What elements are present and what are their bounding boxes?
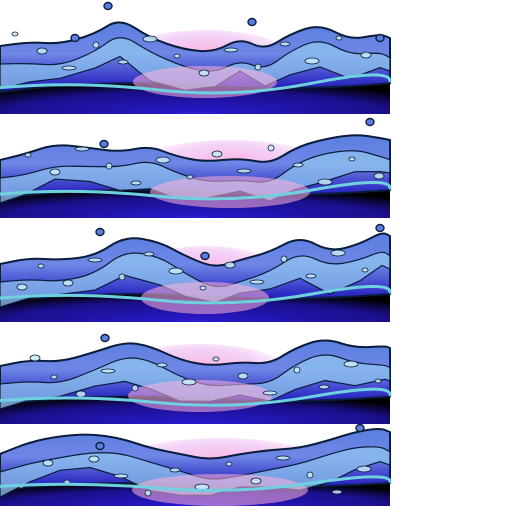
wave-frame-3-art	[0, 223, 392, 322]
foam-bubble	[212, 356, 220, 362]
foam-bubble	[16, 283, 28, 291]
foam-ribbon	[0, 181, 392, 201]
foam-bubble	[156, 362, 168, 368]
foam-bubble	[144, 489, 152, 497]
splash-droplet	[365, 117, 375, 127]
foam-bubble	[88, 455, 100, 463]
foam-bubble	[223, 47, 239, 53]
foam-bubble	[75, 390, 87, 398]
foam-bubble	[155, 156, 171, 164]
foam-bubble	[292, 162, 304, 168]
foam-bubble	[24, 152, 32, 158]
wave-frame-2-art	[0, 117, 392, 218]
foam-bubble	[262, 390, 278, 396]
foam-ribbon	[0, 73, 392, 95]
foam-bubble	[348, 156, 356, 162]
foam-bubble	[61, 65, 77, 71]
foam-bubble	[100, 368, 116, 374]
foam-bubble	[305, 273, 317, 279]
foam-bubble	[105, 162, 113, 170]
splash-droplet	[375, 223, 385, 233]
foam-bubble	[361, 267, 369, 273]
foam-bubble	[49, 168, 61, 176]
foam-bubble	[74, 146, 90, 152]
foam-bubble	[293, 366, 301, 374]
foam-bubble	[211, 150, 223, 158]
foam-bubble	[304, 57, 320, 65]
wave-frame-4-art	[0, 333, 392, 424]
wave-frame-2	[0, 117, 392, 218]
foam-bubble	[42, 459, 54, 467]
foam-bubble	[280, 255, 288, 263]
splash-droplet	[200, 251, 210, 261]
foam-bubble	[373, 172, 385, 180]
splash-droplet	[95, 441, 105, 451]
wave-frame-1-art	[0, 1, 392, 114]
foam-bubble	[142, 35, 158, 43]
foam-bubble	[37, 263, 45, 269]
splash-droplet	[375, 33, 385, 43]
splash-droplet	[95, 227, 105, 237]
foam-bubble	[168, 267, 184, 275]
splash-droplet	[247, 17, 257, 27]
foam-bubble	[317, 178, 333, 186]
foam-bubble	[356, 465, 372, 473]
foam-bubble	[29, 354, 41, 362]
foam-bubble	[374, 378, 382, 384]
wave-frame-5	[0, 423, 392, 506]
splash-droplet	[355, 423, 365, 433]
wave-frame-4	[0, 326, 392, 424]
foam-ribbon	[0, 387, 392, 407]
foam-bubble	[343, 360, 359, 368]
foam-ribbon	[0, 475, 392, 492]
foam-bubble	[249, 279, 265, 285]
foam-bubble	[118, 273, 126, 281]
foam-bubble	[267, 144, 275, 152]
foam-bubble	[143, 251, 155, 257]
glow-band	[141, 282, 269, 314]
wave-frame-1	[0, 1, 392, 114]
foam-bubble	[236, 168, 252, 174]
foam-bubble	[186, 174, 194, 180]
foam-bubble	[169, 467, 181, 473]
foam-bubble	[131, 384, 139, 392]
glow-band	[150, 176, 310, 208]
foam-bubble	[250, 477, 262, 485]
splash-droplet	[99, 139, 109, 149]
foam-bubble	[225, 461, 233, 467]
foam-bubble	[181, 378, 197, 386]
foam-bubble	[113, 473, 129, 479]
foam-bubble	[92, 41, 100, 49]
foam-bubble	[117, 59, 129, 65]
foam-bubble	[237, 372, 249, 380]
foam-bubble	[330, 249, 346, 257]
foam-bubble	[275, 455, 291, 461]
foam-bubble	[36, 47, 48, 55]
splash-droplet	[70, 33, 80, 43]
foam-bubble	[360, 51, 372, 59]
foam-bubble	[318, 384, 330, 390]
wave-frame-5-art	[0, 423, 392, 506]
splash-droplet	[103, 1, 113, 11]
foam-bubble	[331, 489, 343, 495]
foam-bubble	[11, 31, 19, 37]
foam-bubble	[173, 53, 181, 59]
splash-droplet	[100, 333, 110, 343]
foam-bubble	[254, 63, 262, 71]
foam-bubble	[62, 279, 74, 287]
foam-ribbon	[0, 285, 392, 305]
foam-bubble	[224, 261, 236, 269]
foam-bubble	[199, 285, 207, 291]
wave-frame-3	[0, 222, 392, 322]
foam-bubble	[279, 41, 291, 47]
foam-bubble	[198, 69, 210, 77]
foam-bubble	[87, 257, 103, 263]
foam-bubble	[335, 35, 343, 41]
foam-bubble	[306, 471, 314, 479]
foam-bubble	[130, 180, 142, 186]
glow-band	[128, 380, 272, 412]
foam-bubble	[50, 374, 58, 380]
